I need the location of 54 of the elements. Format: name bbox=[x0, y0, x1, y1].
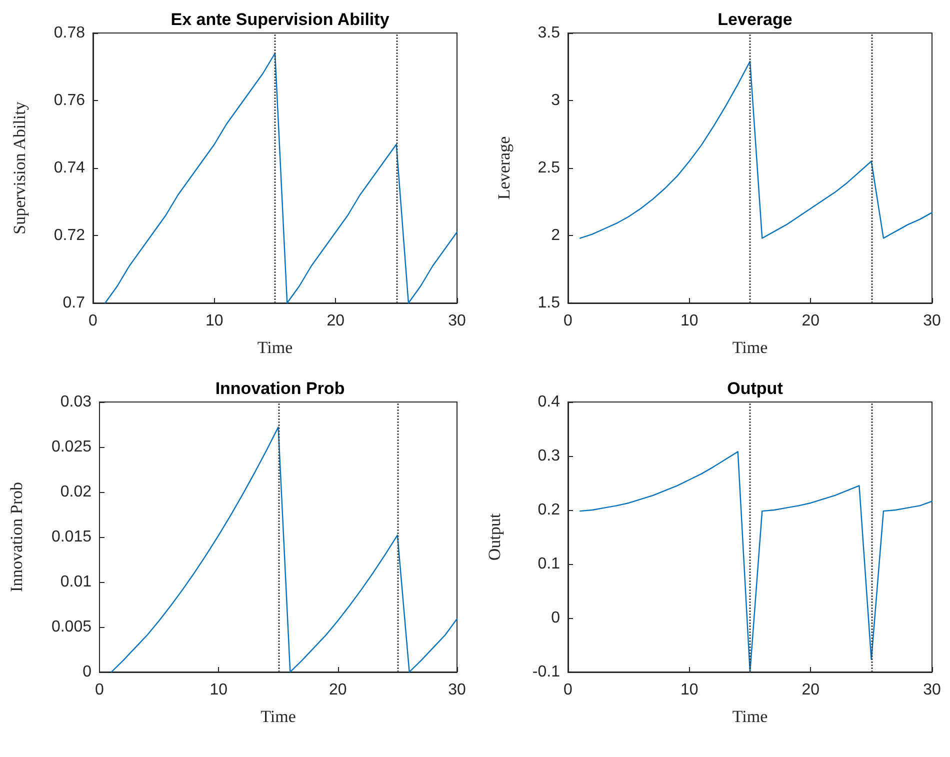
line-series bbox=[580, 451, 933, 673]
y-tick-label: 0.02 bbox=[60, 484, 92, 500]
y-tick-label: 3.5 bbox=[538, 24, 560, 42]
line-series bbox=[104, 52, 458, 304]
x-tick-label: 10 bbox=[680, 682, 698, 698]
y-tick-label: 0.3 bbox=[538, 448, 560, 464]
line-series bbox=[580, 60, 933, 239]
chart-title: Output bbox=[727, 379, 784, 398]
y-tick-label: 0.03 bbox=[60, 394, 92, 410]
y-tick-label: 0.78 bbox=[54, 24, 86, 42]
y-axis-title: Supervision Ability bbox=[10, 101, 29, 234]
y-tick-label: 0.4 bbox=[538, 394, 560, 410]
x-tick-label: 30 bbox=[923, 682, 941, 698]
x-axis-title: Time bbox=[732, 338, 768, 357]
y-tick-label: 0.74 bbox=[54, 160, 86, 176]
x-axis-title: Time bbox=[260, 707, 296, 726]
x-tick-label: 30 bbox=[448, 682, 466, 698]
y-axis-title: Leverage bbox=[494, 136, 514, 200]
y-tick-label: 0.72 bbox=[54, 227, 86, 244]
x-tick-label: 20 bbox=[326, 312, 345, 330]
y-axis-title: Innovation Prob bbox=[7, 482, 26, 592]
x-tick-label: 20 bbox=[802, 682, 820, 698]
chart-title: Ex ante Supervision Ability bbox=[170, 10, 390, 29]
x-tick-label: 10 bbox=[680, 312, 698, 330]
y-tick-label: 0 bbox=[82, 664, 92, 680]
y-tick-label: 2 bbox=[551, 227, 560, 244]
x-tick-label: 10 bbox=[210, 682, 228, 698]
x-tick-label: 0 bbox=[564, 682, 573, 698]
y-tick-label: 0.01 bbox=[60, 574, 92, 590]
x-tick-label: 20 bbox=[802, 312, 820, 330]
line-series bbox=[110, 426, 458, 673]
y-axis-title: Output bbox=[485, 513, 504, 561]
y-tick-label: 0 bbox=[551, 610, 560, 626]
x-tick-label: 0 bbox=[564, 312, 573, 330]
y-tick-label: 0.1 bbox=[538, 556, 560, 572]
chart-title: Leverage bbox=[718, 10, 792, 29]
y-tick-label: 1.5 bbox=[538, 294, 560, 312]
y-tick-label: 0.7 bbox=[62, 294, 86, 312]
y-tick-label: 0.005 bbox=[51, 618, 92, 636]
y-tick-label: 0.025 bbox=[51, 438, 92, 456]
x-tick-label: 20 bbox=[328, 682, 347, 698]
chart-title: Innovation Prob bbox=[215, 379, 345, 398]
x-tick-label: 10 bbox=[205, 312, 224, 330]
y-tick-label: 2.5 bbox=[538, 160, 560, 176]
x-tick-label: 0 bbox=[95, 682, 104, 698]
x-axis-title: Time bbox=[257, 338, 293, 357]
x-tick-label: 30 bbox=[448, 312, 466, 330]
y-tick-label: 0.76 bbox=[54, 92, 86, 109]
y-tick-label: -0.1 bbox=[532, 664, 560, 680]
x-axis-title: Time bbox=[732, 707, 768, 726]
y-tick-label: 0.015 bbox=[51, 528, 92, 546]
y-tick-label: 3 bbox=[551, 92, 560, 109]
x-tick-label: 30 bbox=[923, 312, 941, 330]
y-tick-label: 0.2 bbox=[538, 502, 560, 518]
